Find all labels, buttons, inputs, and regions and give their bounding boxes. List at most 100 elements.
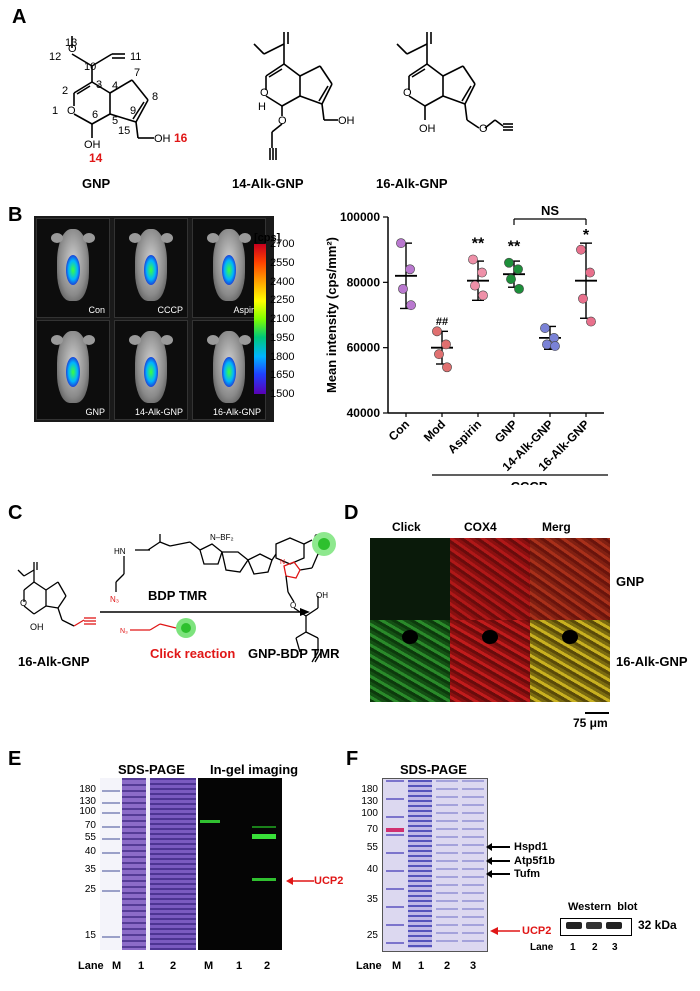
marker-band-e bbox=[102, 852, 120, 854]
marker-band-e bbox=[102, 890, 120, 892]
data-point bbox=[550, 341, 560, 351]
mouse-ear-right bbox=[161, 335, 173, 345]
svg-text:N: N bbox=[280, 559, 285, 566]
svg-text:O: O bbox=[278, 115, 287, 127]
data-point bbox=[442, 362, 452, 373]
lane-label-f: Lane bbox=[356, 960, 382, 972]
lane-m-e: M bbox=[112, 960, 122, 972]
lane-m-f: M bbox=[392, 960, 402, 972]
svg-text:11: 11 bbox=[130, 51, 141, 63]
svg-text:3: 3 bbox=[96, 79, 102, 91]
svg-text:N₃: N₃ bbox=[110, 595, 119, 604]
lane-2-e: 2 bbox=[170, 960, 177, 972]
micrograph-gnp-click bbox=[370, 538, 450, 620]
sdspage-title-f: SDS-PAGE bbox=[400, 762, 467, 777]
marker-band-e bbox=[102, 802, 120, 804]
data-point bbox=[468, 254, 478, 265]
ingel-band-lane2-60 bbox=[252, 826, 276, 828]
panel-label-d: D bbox=[344, 502, 359, 524]
gel-e-lane1-texture bbox=[122, 778, 146, 950]
vessel-hole-2 bbox=[482, 630, 498, 644]
svg-text:1: 1 bbox=[52, 105, 58, 117]
mw-marker-e: 100 bbox=[79, 806, 96, 817]
data-point bbox=[432, 326, 442, 337]
imaging-tile-con: Con bbox=[36, 218, 110, 318]
data-point bbox=[406, 300, 416, 311]
imaging-tile-16-alk-gnp: 16-Alk-GNP bbox=[192, 320, 266, 420]
band-label-hspd1: Hspd1 bbox=[514, 841, 548, 853]
data-point bbox=[434, 349, 444, 360]
gel-f-lane1 bbox=[408, 780, 432, 948]
colorbar-tick-label: 1650 bbox=[270, 369, 295, 382]
mouse-ear-left bbox=[129, 233, 141, 243]
y-tick-label: 40000 bbox=[347, 406, 381, 420]
band-label-atp5f1b: Atp5f1b bbox=[514, 855, 555, 867]
western-band-3 bbox=[606, 922, 622, 929]
data-point bbox=[470, 280, 480, 291]
western-lane-2: 2 bbox=[592, 942, 598, 953]
data-point bbox=[441, 339, 451, 350]
16-alk-gnp-structure: O O OH bbox=[396, 32, 513, 135]
data-point bbox=[398, 283, 408, 294]
mw-marker-e: 130 bbox=[79, 796, 96, 807]
product-label: GNP-BDP TMR bbox=[248, 646, 340, 661]
colorbar bbox=[254, 244, 266, 394]
marker-band-e bbox=[102, 790, 120, 792]
gel-f-lane2 bbox=[436, 780, 458, 948]
ingel-band-m-70 bbox=[200, 820, 220, 823]
svg-text:HN: HN bbox=[114, 547, 126, 556]
column-header-click: Click bbox=[392, 520, 421, 534]
data-point bbox=[586, 316, 596, 327]
significance-mark: * bbox=[583, 227, 590, 244]
signal-hotspot bbox=[66, 357, 80, 387]
mean-intensity-scatter-chart: 100000 80000 60000 40000 Mean intensity (cps… bbox=[324, 205, 608, 485]
gel-e-lane2-texture bbox=[150, 778, 196, 950]
gel-f-marker-lane bbox=[386, 780, 404, 948]
signal-hotspot bbox=[144, 255, 158, 285]
mw-marker-e: 15 bbox=[84, 930, 96, 941]
svg-text:4: 4 bbox=[112, 80, 118, 92]
svg-text:6: 6 bbox=[92, 109, 98, 121]
row-label-16-alk-gnp: 16-Alk-GNP bbox=[616, 654, 688, 669]
compound-label-16-alk-gnp: 16-Alk-GNP bbox=[376, 176, 448, 191]
imaging-tile-caption: CCCP bbox=[157, 305, 183, 315]
svg-text:10: 10 bbox=[84, 61, 96, 73]
svg-text:12: 12 bbox=[49, 51, 61, 63]
mouse-ear-left bbox=[129, 335, 141, 345]
mw-marker-f: 40 bbox=[366, 864, 378, 875]
mw-marker-f: 180 bbox=[361, 784, 378, 795]
mouse-ear-left bbox=[51, 335, 63, 345]
svg-text:2: 2 bbox=[62, 85, 68, 97]
imaging-tile-caption: Con bbox=[88, 305, 105, 315]
svg-text:O: O bbox=[260, 87, 269, 99]
svg-text:OH: OH bbox=[154, 133, 171, 145]
marker-band-e bbox=[102, 870, 120, 872]
significance-mark: ## bbox=[436, 316, 448, 328]
ucp2-label-f: UCP2 bbox=[522, 925, 552, 937]
data-point bbox=[478, 290, 488, 301]
lane-1-e: 1 bbox=[138, 960, 145, 972]
svg-text:8: 8 bbox=[152, 91, 158, 103]
mw-marker-e: 25 bbox=[84, 884, 96, 895]
colorbar-tick-label: 2400 bbox=[270, 275, 295, 288]
mouse-ear-right bbox=[239, 233, 251, 243]
ucp2-arrow-e bbox=[286, 877, 314, 885]
lane-2-ingel: 2 bbox=[264, 960, 271, 972]
imaging-tile-caption: 14-Alk-GNP bbox=[134, 407, 183, 417]
svg-text:O: O bbox=[403, 87, 412, 99]
gel-f-marker-70-band bbox=[386, 828, 404, 832]
scale-bar-label: 75 μm bbox=[573, 716, 608, 730]
mw-marker-f: 100 bbox=[361, 808, 378, 819]
svg-text:OH: OH bbox=[316, 591, 328, 600]
data-point bbox=[542, 339, 552, 350]
svg-text:O: O bbox=[68, 43, 77, 55]
marker-band-e bbox=[102, 838, 120, 840]
western-lane-label: Lane bbox=[530, 942, 554, 953]
signal-hotspot bbox=[222, 357, 236, 387]
significance-mark: ** bbox=[508, 239, 521, 256]
vessel-hole-3 bbox=[562, 630, 578, 644]
svg-text:14: 14 bbox=[89, 151, 103, 164]
cccp-group-label: CCCP bbox=[511, 479, 548, 485]
sdspage-title-e: SDS-PAGE bbox=[118, 762, 185, 777]
lane-label-e: Lane bbox=[78, 960, 104, 972]
